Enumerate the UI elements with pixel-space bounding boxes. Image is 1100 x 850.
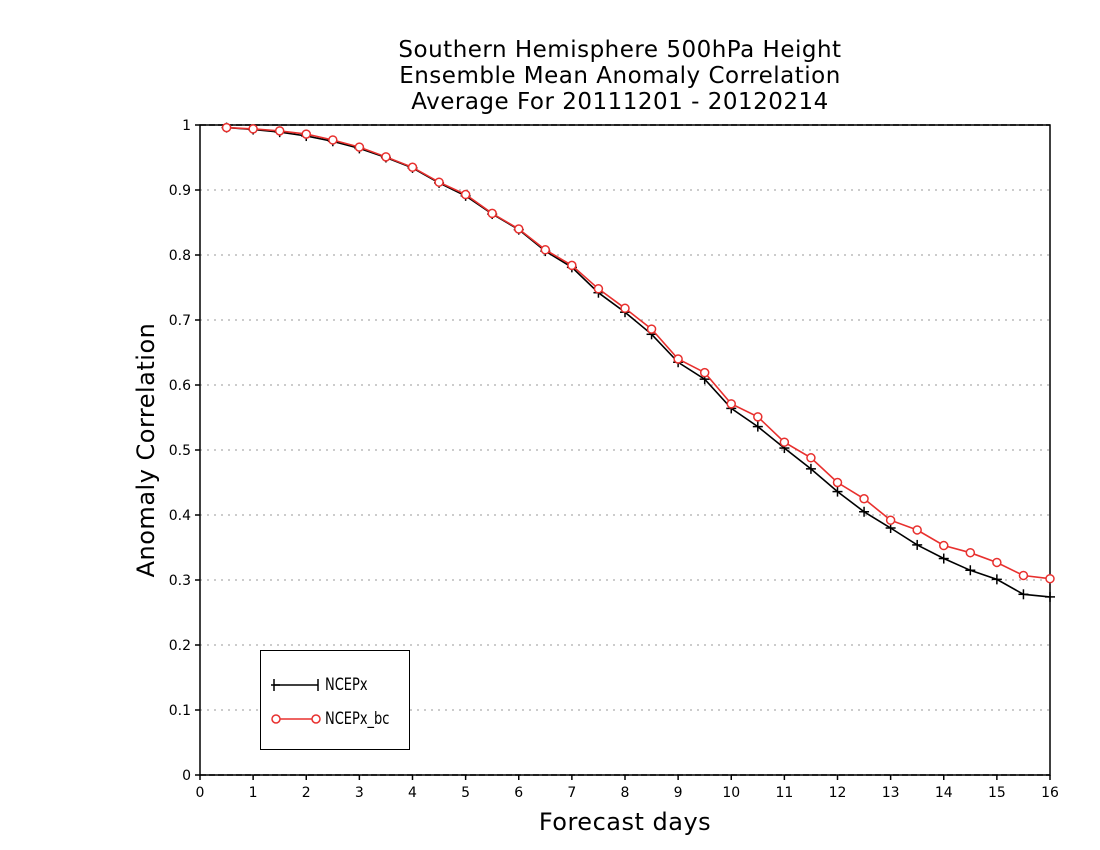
data-point-ncepx-bc: [832, 477, 843, 488]
x-tick-label: 7: [567, 785, 576, 801]
chart-title-line-2: Ensemble Mean Anomaly Correlation: [399, 63, 841, 89]
y-tick-label: 0.7: [169, 313, 191, 329]
legend-swatch-ncepx: [271, 679, 319, 691]
x-tick-label: 15: [988, 785, 1006, 801]
x-tick-label: 3: [355, 785, 364, 801]
data-point-ncepx: [859, 506, 870, 517]
data-point-ncepx: [832, 486, 843, 497]
series-line-ncepx: [226, 126, 1051, 598]
data-point-ncepx-bc: [487, 208, 497, 219]
data-point-ncepx-bc: [274, 126, 285, 136]
data-point-ncepx-bc: [885, 515, 896, 525]
data-point-ncepx-bc: [939, 540, 949, 551]
chart-title-line-3: Average For 20111201 - 20120214: [411, 89, 829, 115]
data-point-ncepx-bc: [806, 453, 816, 463]
y-tick-label: 0.3: [169, 573, 191, 589]
data-point-ncepx-bc: [1018, 570, 1029, 581]
x-tick-label: 5: [461, 785, 470, 801]
x-tick-label: 6: [514, 785, 523, 801]
data-point-ncepx: [1018, 589, 1029, 600]
data-point-ncepx-bc: [221, 122, 232, 133]
data-point-ncepx-bc: [859, 494, 869, 504]
x-tick-label: 0: [196, 785, 205, 801]
data-point-ncepx: [1045, 591, 1055, 602]
x-axis-label: Forecast days: [538, 808, 712, 836]
data-point-ncepx-bc: [248, 124, 258, 134]
data-point-ncepx-bc: [567, 260, 577, 271]
data-point-ncepx: [991, 574, 1002, 585]
data-point-ncepx-bc: [673, 354, 683, 364]
x-tick-label: 8: [621, 785, 630, 801]
x-tick-label: 11: [775, 785, 793, 801]
data-point-ncepx-bc: [354, 142, 365, 152]
y-tick-label: 1: [182, 118, 191, 134]
y-tick-label: 0.1: [169, 703, 191, 719]
y-tick-label: 0.8: [169, 248, 191, 264]
data-point-ncepx-bc: [726, 399, 736, 409]
x-tick-label: 13: [882, 785, 900, 801]
legend-item-ncepx-bc: NCEPx_bc: [271, 707, 401, 731]
axis-ticks: 00.10.20.30.40.50.60.70.80.910 1 2 3 4 5 6 7 8 9 1…: [169, 118, 1059, 801]
chart-title-line-1: Southern Hemisphere 500hPa Height: [398, 37, 842, 63]
data-point-ncepx-bc: [753, 412, 763, 422]
data-point-ncepx: [912, 539, 923, 550]
x-tick-label: 4: [408, 785, 417, 801]
legend-label-ncepx: NCEPx: [325, 675, 368, 695]
y-tick-label: 0.9: [169, 183, 191, 199]
data-point-ncepx-bc: [646, 324, 657, 334]
data-point-ncepx-bc: [593, 284, 604, 294]
data-point-ncepx-bc: [407, 162, 418, 172]
y-tick-label: 0.5: [169, 443, 191, 459]
legend-label-ncepx-bc: NCEPx_bc: [325, 709, 390, 729]
data-point-ncepx-bc: [965, 547, 976, 558]
y-tick-label: 0: [182, 768, 191, 784]
data-point-ncepx-bc: [460, 189, 471, 200]
y-tick-label: 0.4: [169, 508, 191, 524]
series-line-ncepx-bc: [226, 126, 1051, 580]
data-point-ncepx: [805, 463, 816, 474]
data-point-ncepx-bc: [540, 245, 551, 255]
series-layer: [221, 122, 1055, 602]
legend-swatch-ncepx-bc: [271, 714, 321, 724]
x-tick-label: 14: [935, 785, 953, 801]
data-point-ncepx-bc: [992, 557, 1002, 568]
data-point-ncepx-bc: [301, 129, 311, 139]
data-point-ncepx-bc: [328, 135, 338, 145]
y-axis-label: Anomaly Correlation: [132, 322, 160, 578]
x-tick-label: 9: [674, 785, 683, 801]
x-tick-label: 12: [829, 785, 847, 801]
data-point-ncepx-bc: [620, 303, 630, 314]
x-tick-label: 1: [249, 785, 258, 801]
data-point-ncepx-bc: [381, 152, 391, 162]
data-point-ncepx: [938, 553, 949, 564]
data-point-ncepx-bc: [1045, 573, 1055, 584]
x-tick-label: 10: [722, 785, 740, 801]
x-tick-label: 2: [302, 785, 311, 801]
y-tick-label: 0.2: [169, 638, 191, 654]
x-tick-label: 16: [1041, 785, 1059, 801]
data-point-ncepx-bc: [779, 437, 790, 447]
data-point-ncepx-bc: [699, 367, 710, 378]
y-tick-label: 0.6: [169, 378, 191, 394]
data-point-ncepx-bc: [514, 224, 524, 234]
legend-item-ncepx: NCEPx: [271, 673, 375, 697]
data-point-ncepx: [965, 565, 976, 576]
data-point-ncepx-bc: [912, 525, 922, 535]
data-point-ncepx-bc: [434, 177, 444, 187]
legend: NCEPx NCEPx_bc: [260, 650, 410, 750]
data-point-ncepx: [752, 421, 763, 432]
